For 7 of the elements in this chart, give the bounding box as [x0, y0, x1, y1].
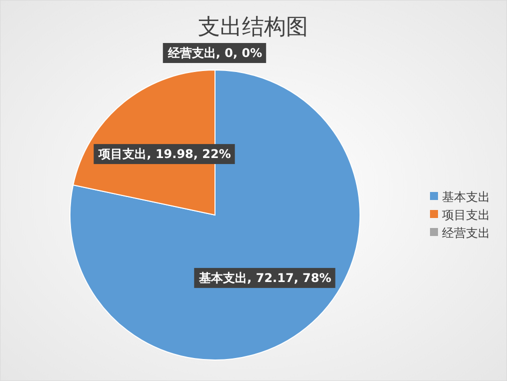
chart-title: 支出结构图 [198, 15, 308, 40]
legend-label: 项目支出 [442, 208, 490, 222]
text: 经营支出, 0, 0% [168, 46, 262, 60]
legend-label: 经营支出 [442, 226, 490, 240]
slice-label: 基本支出 [442, 190, 490, 204]
data-label: 基本支出, 72.17, 78% [198, 270, 332, 285]
data-label: 项目支出, 19.98, 22% [98, 147, 231, 162]
